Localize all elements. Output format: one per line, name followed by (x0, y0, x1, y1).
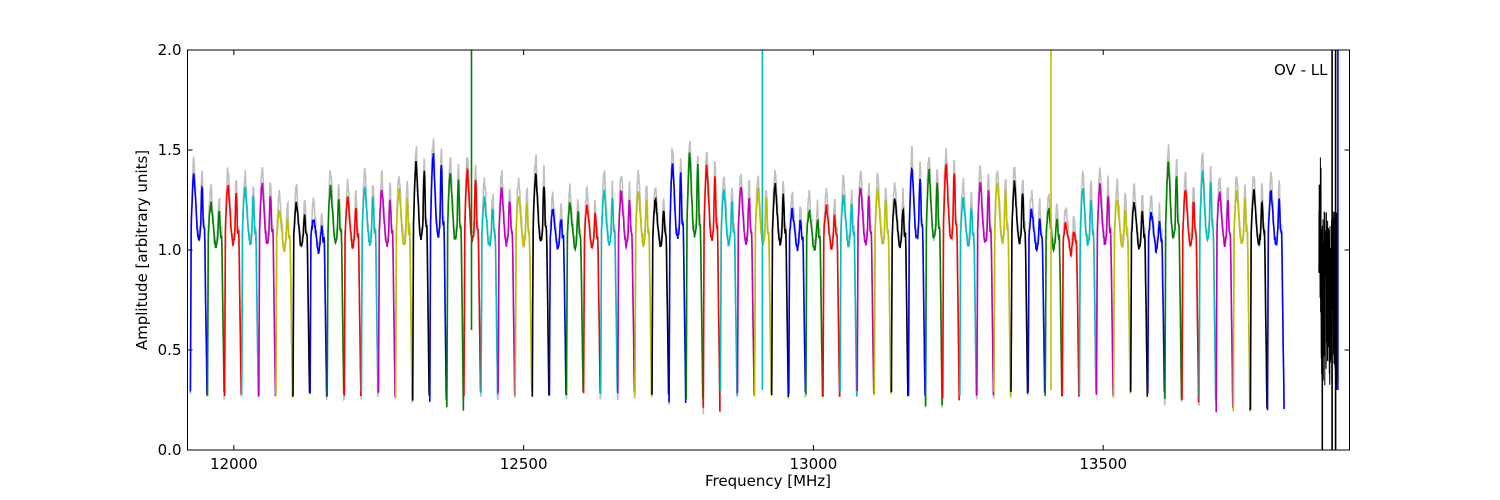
series-segment (634, 191, 653, 396)
series-segment (1215, 191, 1234, 413)
series-segment (514, 196, 533, 397)
series-segment (941, 163, 960, 401)
series-segment (736, 186, 755, 395)
series-segment (360, 185, 379, 394)
x-tick-label: 12000 (210, 455, 258, 473)
series-segment (873, 187, 892, 395)
series-segment (651, 196, 670, 395)
series-segment (1249, 189, 1268, 411)
series-segment (275, 209, 294, 397)
series-segment (446, 172, 465, 411)
series-segment (617, 189, 636, 394)
series-segment (1198, 170, 1217, 400)
series-segment (292, 201, 311, 397)
series-segment (343, 196, 362, 397)
series-segment (394, 187, 413, 399)
series-segment (309, 219, 328, 397)
x-tick-label: 13500 (1079, 455, 1127, 473)
series-segment (1112, 199, 1131, 397)
series-segment (1010, 180, 1029, 394)
series-segment (805, 209, 824, 398)
series-segment (976, 181, 995, 396)
series-segment (959, 196, 978, 397)
y-tick-label: 0.5 (158, 341, 182, 359)
series-segment (480, 196, 499, 396)
series-segment (890, 198, 909, 397)
series-segment (924, 168, 943, 407)
series-segment (1266, 190, 1285, 411)
series-segment (770, 183, 790, 398)
y-tick-label: 1.0 (158, 241, 182, 259)
series-segment (582, 204, 601, 394)
series-segment (223, 184, 242, 397)
ticks-layer: 12000 12500 13000 13500 0.0 0.5 1.0 1.5 2.0 (158, 41, 1350, 473)
series-segment (702, 164, 721, 412)
series-segment (548, 208, 567, 396)
series-segment (1044, 207, 1063, 397)
series-segment (1181, 188, 1200, 403)
series-segment (1147, 211, 1166, 394)
series-segment (685, 152, 704, 399)
y-tick-label: 0.0 (158, 441, 182, 459)
series-segment (719, 189, 738, 395)
series-segment (497, 186, 516, 396)
series-segment (258, 182, 277, 397)
series-segment (565, 202, 584, 396)
series-segment (377, 189, 396, 398)
series-layer (189, 50, 1339, 450)
series-segment (668, 163, 687, 404)
series-segment (411, 161, 430, 401)
series-segment (1232, 189, 1251, 412)
x-tick-label: 12500 (500, 455, 548, 473)
series-segment (907, 166, 926, 396)
x-tick-label: 13000 (790, 455, 838, 473)
series-segment (839, 193, 858, 397)
series-segment (1129, 201, 1149, 397)
series-segment (788, 207, 807, 394)
y-tick-label: 2.0 (158, 41, 182, 59)
y-tick-label: 1.5 (158, 141, 182, 159)
series-segment (993, 182, 1012, 397)
series-segment (326, 184, 345, 397)
series-segment (1095, 182, 1114, 396)
series-segment (206, 201, 225, 396)
x-axis-label: Frequency [MHz] (705, 472, 831, 490)
series-segment (1078, 188, 1097, 395)
annotation-label: OV - LL (1274, 61, 1328, 79)
series-segment (531, 173, 550, 397)
series-segment (1164, 161, 1183, 400)
series-segment (429, 153, 448, 402)
series-segment (1061, 221, 1080, 397)
series-segment (856, 185, 875, 394)
background-trace (189, 138, 1285, 415)
series-segment (240, 186, 260, 397)
series-segment (189, 173, 208, 395)
y-axis-label: Amplitude [arbitrary units] (133, 150, 151, 350)
series-segment (599, 189, 619, 394)
series-segment (822, 204, 841, 397)
series-segment (1027, 208, 1046, 393)
